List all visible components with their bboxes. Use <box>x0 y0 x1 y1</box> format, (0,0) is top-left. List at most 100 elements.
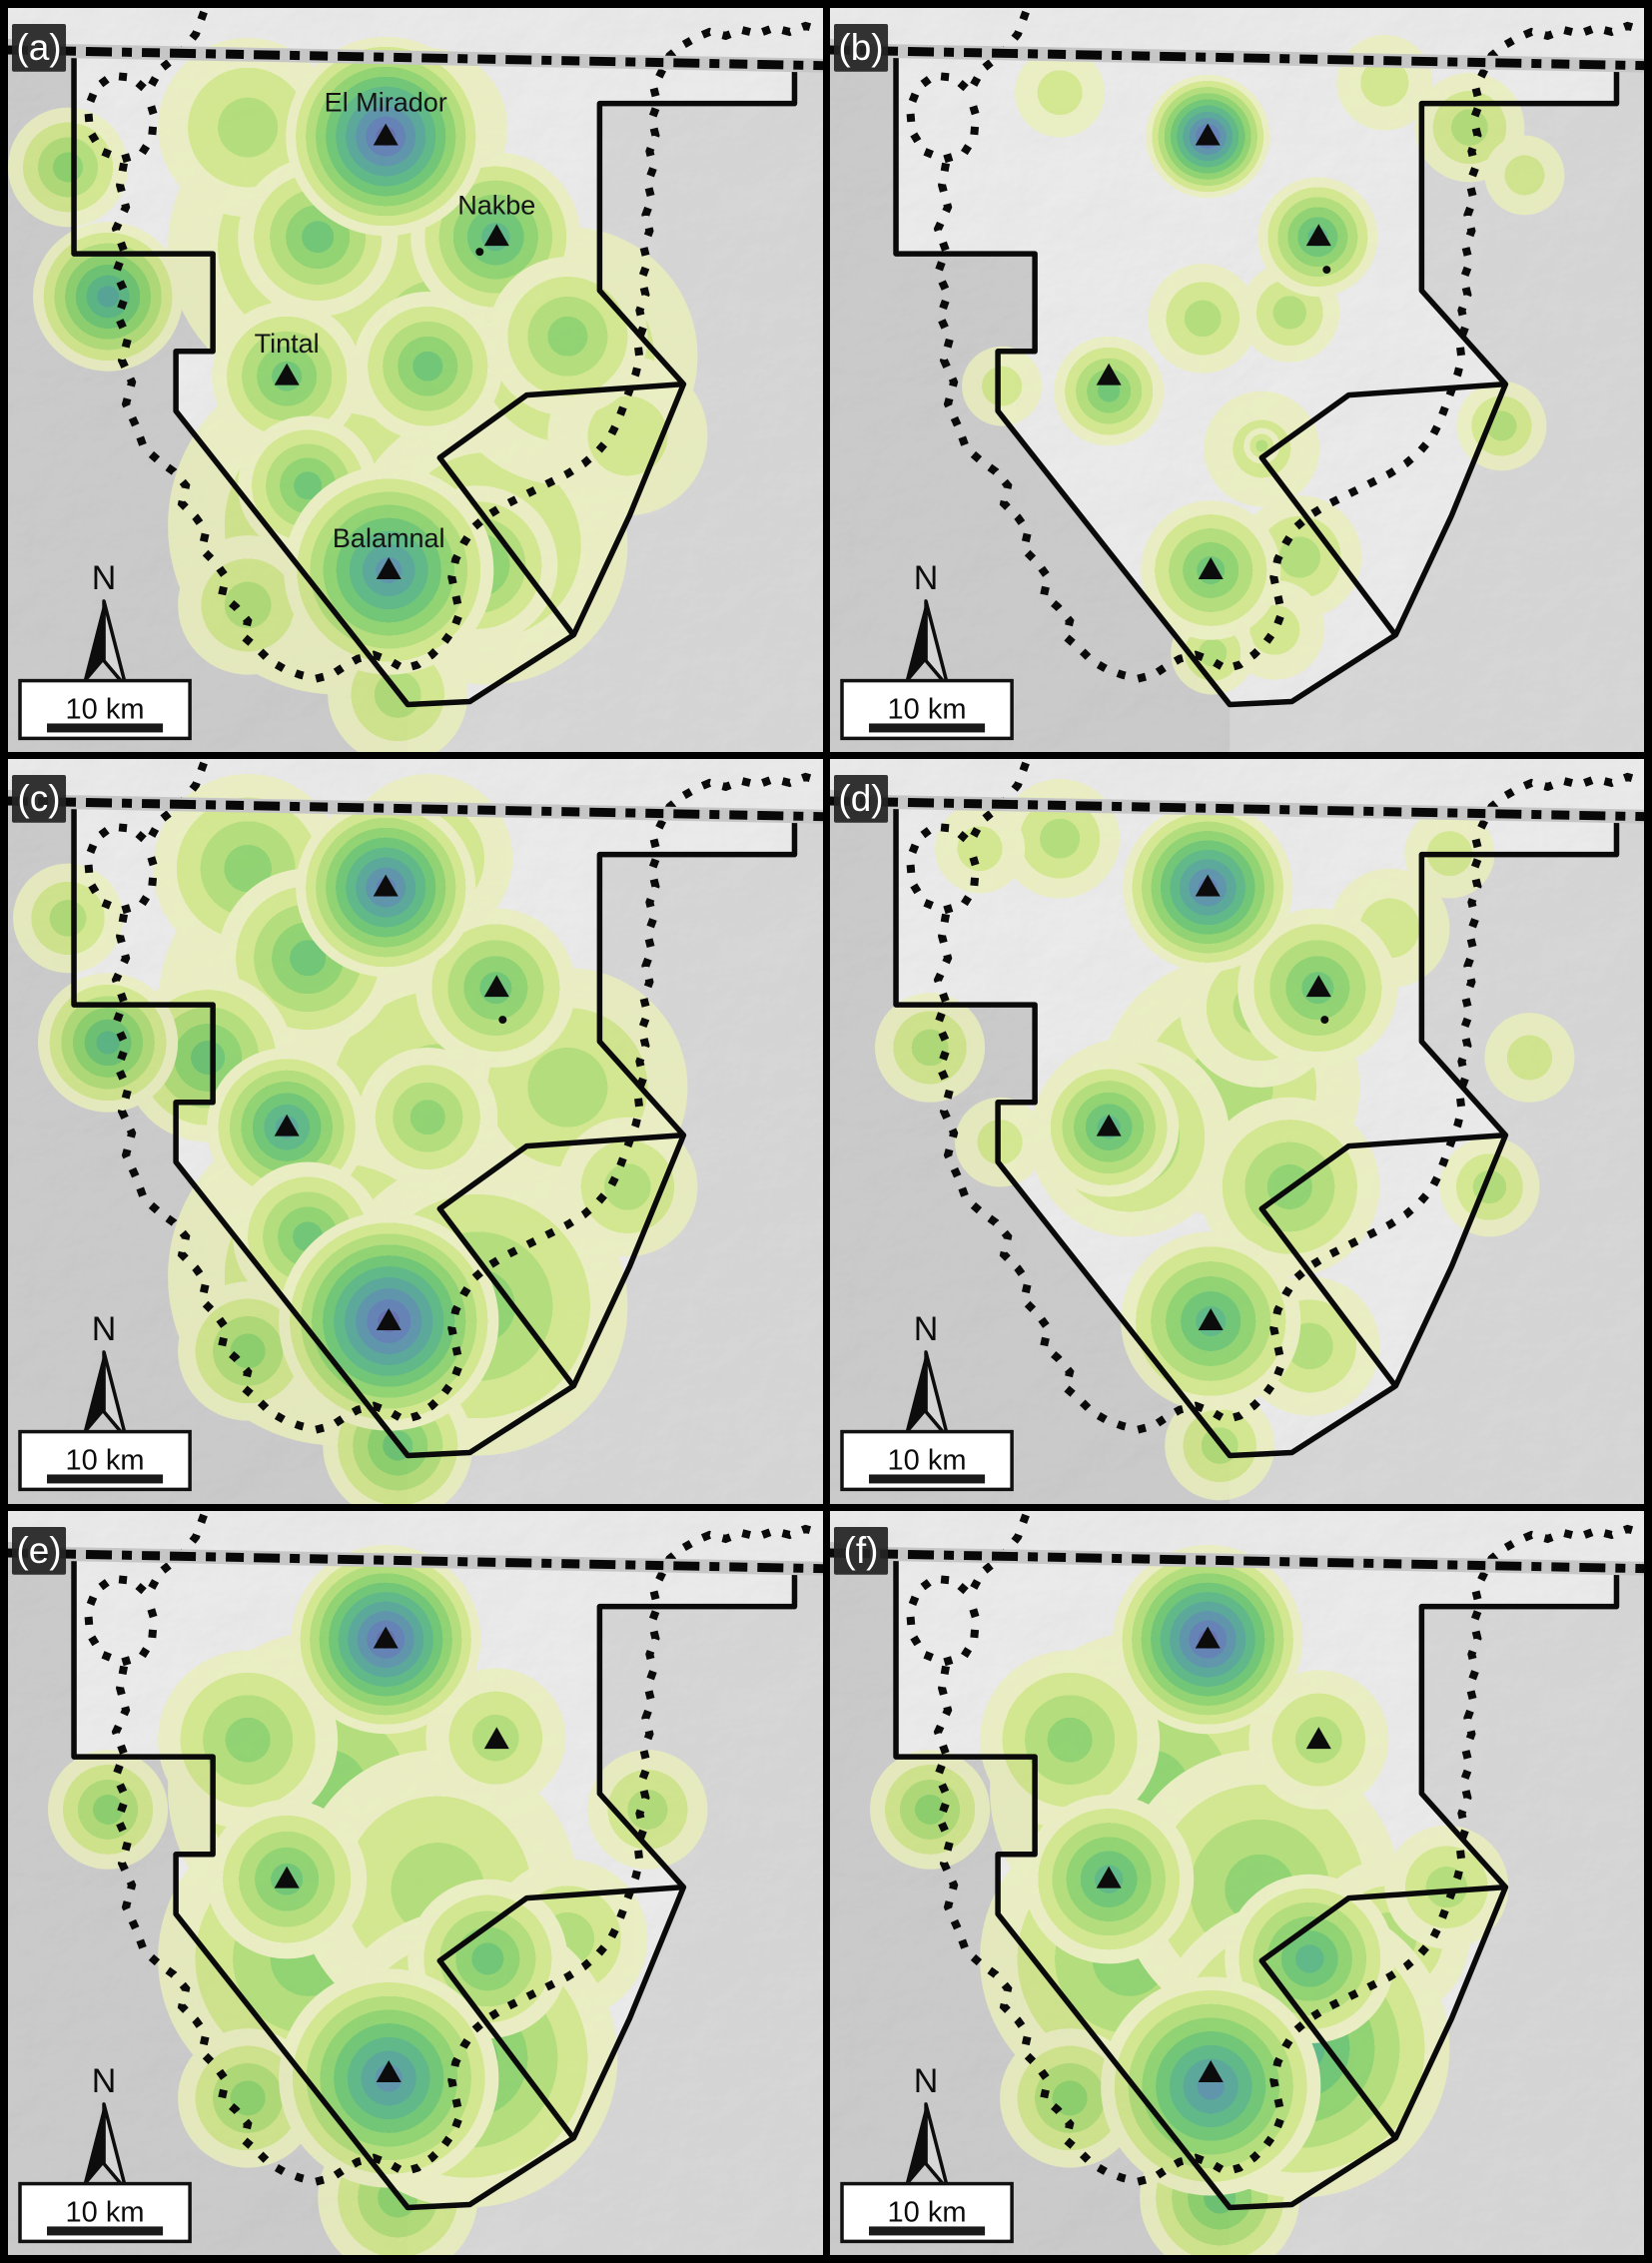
site-label-nakbe: Nakbe <box>457 190 535 220</box>
site-marker-nakbe <box>1305 975 1331 998</box>
map-panel-d: N 10 km (d) <box>829 759 1644 1504</box>
density-blob-l2 <box>934 804 1025 894</box>
density-blob-l3 <box>1242 427 1279 464</box>
density-blob-l6 <box>38 973 179 1114</box>
site-marker-el-mirador <box>373 874 399 897</box>
north-arrow: N <box>82 1310 128 1440</box>
site-marker-el-mirador <box>1195 1626 1221 1649</box>
scale-bar-rule <box>868 723 985 733</box>
density-blob-l4 <box>8 107 129 228</box>
shade-outside-southeast <box>408 1572 823 2255</box>
dotted-track-loop <box>83 10 208 164</box>
north-arrow: N <box>82 2062 128 2191</box>
dotted-track-loop <box>83 1513 208 1667</box>
site-marker-balamnal <box>376 2059 402 2082</box>
north-arrow-label: N <box>913 2062 938 2100</box>
dotted-track-loop <box>905 1513 1030 1667</box>
site-marker-balamnal <box>1198 1308 1224 1331</box>
north-arrow-right-half <box>923 599 950 689</box>
site-marker-el-mirador <box>373 1626 399 1649</box>
panel-label-text: (c) <box>17 778 60 819</box>
map-panel-a: El Mirador Nakbe Tintal Balamnal N 10 km (a) <box>8 8 823 753</box>
dotted-track <box>111 773 821 1435</box>
density-blob-l5 <box>1053 336 1164 446</box>
biotope-lobe-boundary <box>1258 1884 1506 2139</box>
international-border-line <box>829 45 1644 71</box>
panel-label-badge-a: (a) <box>12 23 67 72</box>
panel-badge-background <box>12 23 67 72</box>
minor-site-dot <box>475 248 484 257</box>
site-marker-nakbe <box>1305 1726 1331 1749</box>
panel-label-text: (d) <box>838 778 883 819</box>
dotted-track <box>933 21 1643 683</box>
site-marker-nakbe <box>483 1726 509 1749</box>
shade-outside-southeast <box>1229 1572 1644 2255</box>
panel-label-badge-c: (c) <box>12 775 67 824</box>
panel-label-text: (b) <box>838 27 883 68</box>
density-blob-l2 <box>1483 1013 1574 1104</box>
north-arrow-label: N <box>913 559 938 597</box>
map-panel-b: N 10 km (b) <box>829 8 1644 753</box>
park-boundary <box>71 1549 798 2210</box>
map-panel-f: N 10 km (f) <box>829 1510 1644 2255</box>
scale-bar: 10 km <box>839 678 1014 741</box>
north-arrow: N <box>903 1310 950 1440</box>
north-arrow-right-half <box>923 2101 950 2191</box>
shade-outside-west <box>8 38 409 753</box>
site-label-tintal: Tintal <box>255 329 320 359</box>
scale-bar: 10 km <box>839 2181 1014 2243</box>
scale-bar-rule <box>47 723 164 733</box>
density-heatmap-layer <box>13 774 698 1504</box>
north-arrow-label: N <box>92 559 117 597</box>
north-arrow-label: N <box>92 2062 117 2100</box>
park-boundary <box>71 47 798 708</box>
shade-outside-southeast <box>1229 69 1644 753</box>
map-canvas-d: N 10 km (d) <box>829 759 1644 1504</box>
north-arrow-right-half <box>102 1350 128 1440</box>
scale-bar-label: 10 km <box>887 2196 966 2228</box>
biotope-lobe-boundary <box>436 1884 684 2139</box>
biotope-lobe-boundary <box>1258 1132 1506 1387</box>
park-boundary <box>892 798 1619 1459</box>
biotope-lobe-boundary <box>1258 380 1506 636</box>
density-blob-l4 <box>48 1749 169 1870</box>
site-label-balamnal: Balamnal <box>333 523 445 553</box>
density-blob-l3 <box>587 1749 708 1870</box>
density-blob-l3 <box>557 1118 698 1257</box>
panel-badge-background <box>833 23 888 72</box>
site-marker-el-mirador <box>1195 874 1221 897</box>
minor-site-dot <box>1319 1016 1328 1025</box>
shade-outside-west <box>829 38 1230 753</box>
site-marker-el-mirador <box>1195 123 1221 146</box>
map-panel-e: N 10 km (e) <box>8 1510 823 2255</box>
density-blob-l3 <box>874 993 985 1104</box>
panel-badge-background <box>12 775 67 824</box>
density-blob-l7 <box>33 222 184 372</box>
panel-label-text: (a) <box>16 27 61 68</box>
site-marker-tintal <box>274 1866 300 1888</box>
site-marker-nakbe <box>1305 224 1331 247</box>
density-blob-l2 <box>1483 135 1564 216</box>
scale-bar: 10 km <box>18 2181 192 2243</box>
site-marker-nakbe <box>483 224 509 247</box>
dotted-track-loop <box>905 761 1030 916</box>
site-label-el-mirador: El Mirador <box>325 88 447 118</box>
scale-bar-label: 10 km <box>66 2196 145 2228</box>
scale-bar-rule <box>47 1474 164 1484</box>
density-blob-l4 <box>979 1650 1160 1830</box>
panel-label-badge-b: (b) <box>833 23 888 72</box>
park-boundary <box>892 47 1619 708</box>
shade-outside-southeast <box>408 69 823 753</box>
site-marker-tintal <box>274 363 300 385</box>
site-marker-balamnal <box>1198 557 1224 579</box>
map-panel-c: N 10 km (c) <box>8 759 823 1504</box>
biotope-lobe-boundary <box>436 380 684 636</box>
shade-outside-west <box>829 1541 1230 2255</box>
scale-bar-rule <box>47 2226 164 2236</box>
shade-outside-west <box>8 790 409 1504</box>
map-canvas-b: N 10 km (b) <box>829 8 1644 753</box>
panel-label-text: (e) <box>16 1530 61 1571</box>
scale-bar: 10 km <box>18 1430 192 1492</box>
north-arrow-left-half <box>82 600 105 687</box>
map-canvas-e: N 10 km (e) <box>8 1510 823 2255</box>
